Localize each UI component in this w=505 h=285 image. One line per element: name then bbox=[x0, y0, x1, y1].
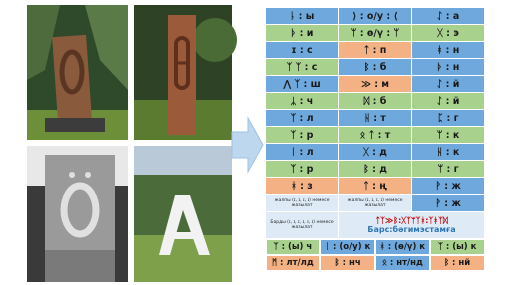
table-cell: ᚷ : д bbox=[339, 144, 412, 161]
table-cell: ᛘ : г bbox=[412, 161, 485, 178]
table-cell: ᚿ : ы bbox=[266, 8, 339, 25]
table-cell: жалпы (ɪ, ɪ, ɪ, ɪ) немесе жазылат bbox=[339, 195, 412, 212]
table-cell: ᛉ : (ы) ч bbox=[266, 239, 321, 255]
table-cell: ᛒ : д bbox=[339, 161, 412, 178]
table-cell: ᛗ : лт/лд bbox=[266, 255, 321, 271]
table-cell: ɪ : с bbox=[266, 42, 339, 59]
table-cell: Барды (ɪ, ɪ, ɪ, ɪ, ɪ, ɪ) немесе жазылат bbox=[266, 212, 339, 239]
table-cell: ᛉ ᛉ : с bbox=[266, 59, 339, 76]
table-cell: ᛏ : п bbox=[339, 42, 412, 59]
table-cell: ᛉ : л bbox=[266, 110, 339, 127]
arrow bbox=[232, 118, 263, 172]
photo-top-right bbox=[134, 5, 237, 140]
table-cell: ᛘ : к bbox=[412, 127, 485, 144]
table-cell: ᛒ : б bbox=[339, 59, 412, 76]
table-cell: ᛦ : ч bbox=[266, 93, 339, 110]
table-cell: ᚺ : к bbox=[412, 144, 485, 161]
table-cell: ᛒ : нй bbox=[430, 255, 485, 271]
page: ᚿ : ы⟩ : о/у : ⟨ᛇ : аᚦ : иᛘ : ө/ү : ᛘᚷ :… bbox=[0, 0, 505, 285]
table-cell: ᚹ : ж bbox=[412, 178, 485, 195]
table-cell: ᚦ : и bbox=[266, 25, 339, 42]
table-cell: ᚼ : (ө/ү) к bbox=[375, 239, 430, 255]
table-cell: ᛇ : й bbox=[412, 93, 485, 110]
table-cell: ᛘ : ө/ү : ᛘ bbox=[339, 25, 412, 42]
table-cell: ᚦ : н bbox=[412, 59, 485, 76]
table-cell: ᛟ ᛏ : т bbox=[339, 127, 412, 144]
table-cell: ᚺ : т bbox=[339, 110, 412, 127]
table-cell: ᚹ : ж bbox=[412, 195, 485, 212]
photo-top-left bbox=[27, 5, 128, 140]
table-cell: ᛇ : й bbox=[412, 76, 485, 93]
table-cell: ᛁ : л bbox=[266, 144, 339, 161]
table-cell: ᛉ : (ы) к bbox=[430, 239, 485, 255]
table-cell: ≫ : м bbox=[339, 76, 412, 93]
table-cell: ᚷ : э bbox=[412, 25, 485, 42]
table-cell: ⋀ ᛉ : ш bbox=[266, 76, 339, 93]
table-cell: ᚼ : з bbox=[266, 178, 339, 195]
table-cell: ᛟ : нт/нд bbox=[375, 255, 430, 271]
table-cell: ᛉ : р bbox=[266, 161, 339, 178]
table-cell: ᛉ : р bbox=[266, 127, 339, 144]
photo-collage bbox=[0, 0, 265, 285]
table-cell: ᛇ : а bbox=[412, 8, 485, 25]
table-cell: ᛒ : нч bbox=[320, 255, 375, 271]
table-cell: жалпы (ɪ, ɪ, ɪ, ɪ) немесе жазылат bbox=[266, 195, 339, 212]
translation-text: Барс:бәгимэстамға bbox=[341, 225, 482, 234]
table-cell: ⟩ : о/у : ⟨ bbox=[339, 8, 412, 25]
photo-bottom-right bbox=[134, 146, 232, 282]
table-cell: ᛁ : (о/у) к bbox=[320, 239, 375, 255]
runic-text: ᛏᛉ≫ᛒ:ᚷᛉᛘᛉᚼ:ᛉᚼᛉᛞ bbox=[341, 216, 482, 225]
table-cell: ᛞ : б bbox=[339, 93, 412, 110]
table-cell: ᛏ : ң bbox=[339, 178, 412, 195]
table-cell: ᚼ : н bbox=[412, 42, 485, 59]
table-cell: ᛈ : г bbox=[412, 110, 485, 127]
table-row: ᚿ : ы⟩ : о/у : ⟨ᛇ : а bbox=[266, 8, 485, 25]
photo-bottom-left bbox=[27, 146, 128, 282]
